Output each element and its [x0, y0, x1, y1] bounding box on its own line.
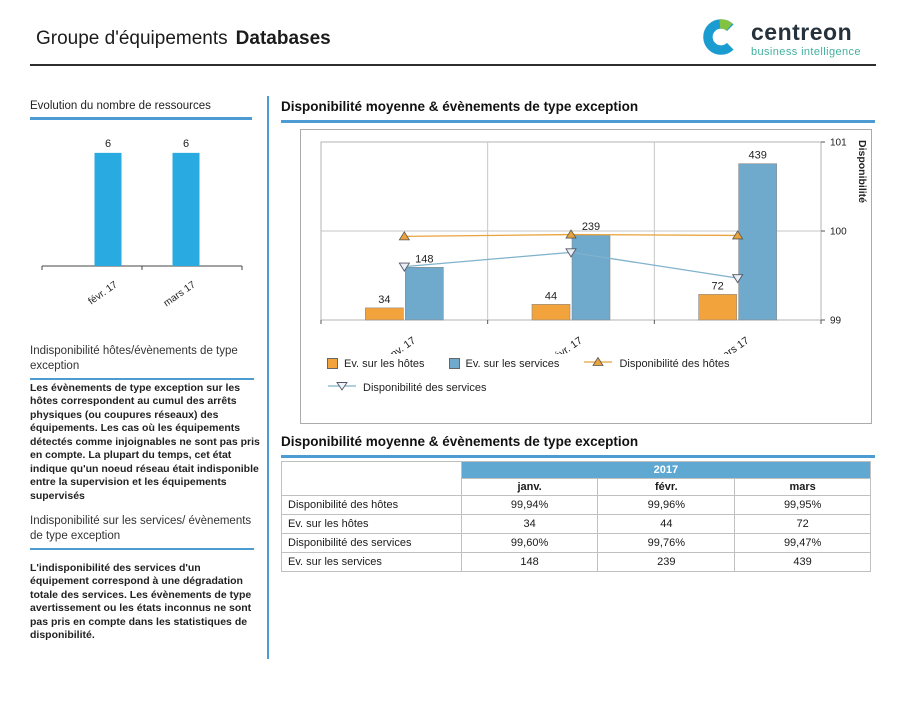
row-label: Disponibilité des services [281, 533, 462, 553]
bar-value-label: 239 [582, 221, 600, 233]
logo-tagline: business intelligence [751, 46, 861, 58]
bar-value-label: 148 [415, 253, 433, 265]
table-row: Ev. sur les hôtes 34 44 72 [281, 514, 871, 534]
marker-triangle-down [731, 274, 744, 284]
marker-triangle-down [565, 248, 577, 258]
month-header: mars [734, 478, 871, 496]
legend-item-services-events: Ev. sur les services [448, 357, 560, 370]
bar-value-label: 34 [378, 294, 390, 306]
vertical-divider [267, 96, 269, 659]
category-label: mars 17 [713, 335, 751, 354]
legend-item-hosts-events: Ev. sur les hôtes [327, 358, 425, 370]
bar [571, 234, 611, 321]
legend-label: Ev. sur les hôtes [344, 357, 425, 370]
cell-value: 239 [597, 552, 736, 572]
row-label: Ev. sur les services [281, 552, 462, 572]
right-axis-tick-label: 99 [830, 316, 842, 327]
bar-value-label: 72 [712, 280, 724, 292]
centreon-logo: centreon business intelligence [698, 14, 861, 65]
row-label: Disponibilité des hôtes [281, 495, 462, 515]
month-header: janv. [460, 478, 599, 496]
table-row: Disponibilité des hôtes 99,94% 99,96% 99,95… [281, 495, 871, 515]
bar [405, 267, 444, 321]
legend-item-services-availability: Disponibilité des services [327, 380, 487, 395]
cell-value: 99,47% [734, 533, 871, 553]
group-title-regular: Groupe d'équipements [36, 28, 228, 49]
availability-chart-title: Disponibilité moyenne & évènements de ty… [281, 99, 875, 123]
bar [172, 152, 200, 266]
cell-value: 439 [734, 552, 871, 572]
availability-table: 2017 janv. févr. mars Disponibilité des … [281, 461, 872, 572]
resources-bar-chart: 6 févr. 17 6 mars 17 [30, 126, 254, 312]
right-axis-title: Disponibilité [856, 140, 868, 203]
marker-triangle-up [731, 230, 744, 240]
bar-value-label: 6 [105, 138, 111, 150]
cell-value: 148 [460, 552, 599, 572]
category-label: févr. 17 [550, 335, 585, 354]
hosts-unavailability-heading: Indisponibilité hôtes/évènements de type… [30, 344, 254, 380]
row-label: Ev. sur les hôtes [281, 514, 462, 534]
resources-chart-title: Evolution du nombre de ressources [30, 100, 252, 120]
cell-value: 99,94% [460, 495, 599, 515]
availability-combo-chart: 99 100 101 34 44 72 148 239 439 janv. 17 févr. 17 m… [300, 129, 872, 424]
bar-value-label: 439 [748, 150, 766, 162]
group-title-bold: Databases [235, 28, 331, 49]
legend-row: Ev. sur les hôtes Ev. sur les services D… [327, 356, 730, 371]
marker-triangle-up [565, 229, 577, 239]
cell-value: 99,60% [460, 533, 599, 553]
right-axis-tick-label: 100 [830, 227, 847, 238]
cell-value: 99,95% [734, 495, 871, 515]
hosts-unavailability-body: Les évènements de type exception sur les… [30, 382, 260, 502]
bar-value-label: 44 [545, 290, 557, 302]
page-title: Groupe d'équipements Databases [36, 28, 331, 50]
table-year-row: 2017 [281, 461, 872, 496]
line-triangle-down-icon [327, 380, 357, 395]
month-header: févr. [597, 478, 736, 496]
cell-value: 34 [460, 514, 599, 534]
cell-value: 72 [734, 514, 871, 534]
bar [738, 163, 777, 321]
blue-square-icon [448, 358, 460, 369]
legend-label: Disponibilité des hôtes [619, 357, 730, 370]
table-row: Ev. sur les services 148 239 439 [281, 552, 871, 572]
legend-label: Ev. sur les services [465, 357, 560, 370]
bar [531, 304, 571, 321]
right-axis-tick-label: 101 [830, 138, 847, 149]
orange-square-icon [327, 358, 338, 369]
services-unavailability-body: L'indisponibilité des services d'un équi… [30, 562, 252, 642]
legend-item-hosts-availability: Disponibilité des hôtes [583, 356, 730, 371]
cell-value: 44 [597, 514, 736, 534]
chart-legend: Ev. sur les hôtes Ev. sur les services D… [327, 356, 730, 404]
category-label: janv. 17 [381, 335, 418, 354]
category-label: févr. 17 [87, 279, 121, 307]
services-unavailability-heading: Indisponibilité sur les services/ évènem… [30, 514, 254, 550]
empty-corner-cell [281, 461, 462, 496]
bar-value-label: 6 [183, 138, 189, 150]
centreon-logo-icon [698, 14, 744, 65]
logo-brand: centreon [751, 19, 853, 45]
cell-value: 99,96% [597, 495, 736, 515]
logo-text: centreon business intelligence [751, 19, 861, 59]
legend-row: Disponibilité des services [327, 380, 730, 395]
header-divider [30, 64, 876, 66]
line-triangle-up-icon [583, 356, 613, 371]
category-label: mars 17 [162, 279, 198, 309]
marker-triangle-up [398, 231, 411, 241]
marker-triangle-down [398, 262, 411, 272]
bar [365, 307, 404, 321]
legend-label: Disponibilité des services [363, 381, 487, 394]
year-header: 2017 [460, 461, 872, 479]
table-row: Disponibilité des services 99,60% 99,76% 99… [281, 533, 871, 553]
bar [94, 152, 122, 266]
availability-table-title: Disponibilité moyenne & évènements de ty… [281, 434, 875, 458]
bar [698, 294, 737, 321]
cell-value: 99,76% [597, 533, 736, 553]
